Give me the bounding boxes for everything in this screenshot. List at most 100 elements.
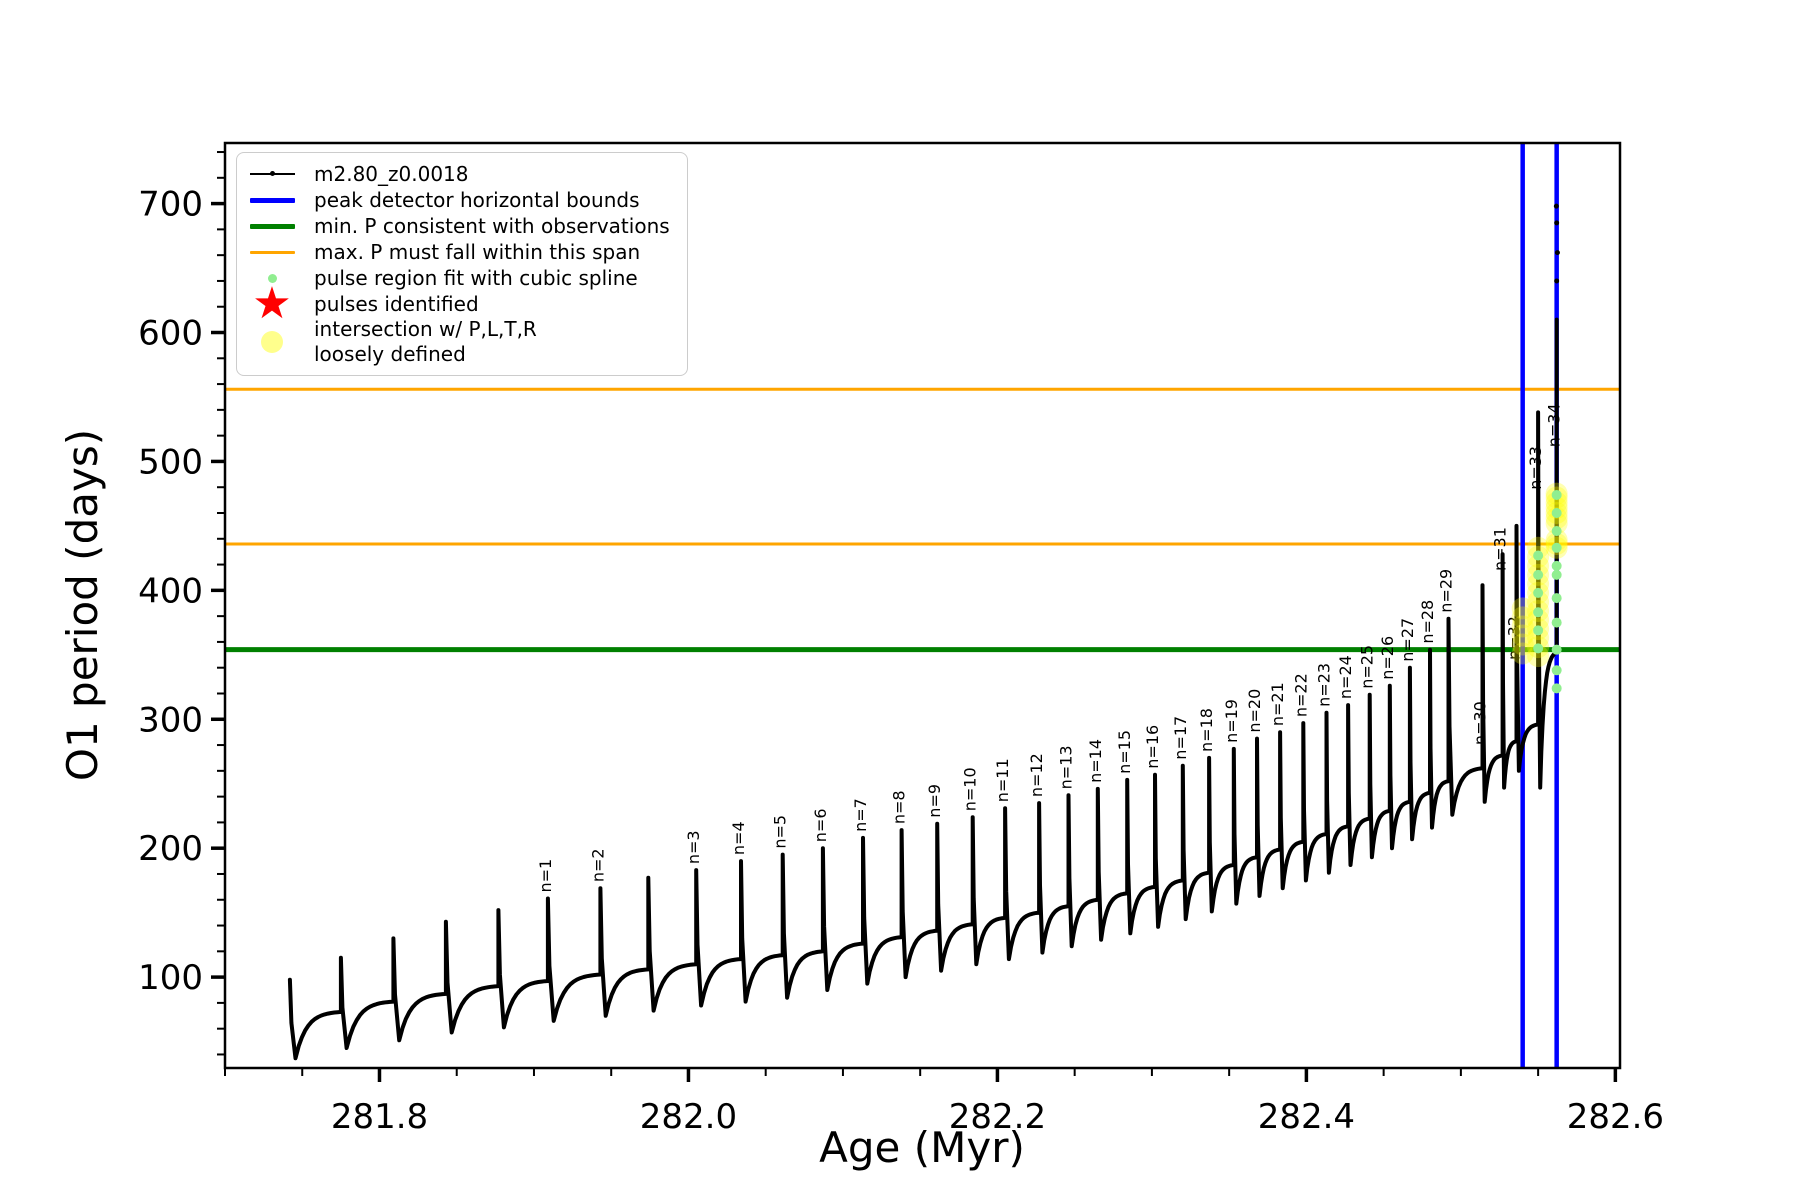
pulse-label: n=27 [1398,618,1417,662]
spline-dot [1533,607,1544,618]
spline-dot [1551,508,1562,518]
pulse-label: n=9 [925,784,944,818]
intersection-dot [1511,615,1534,638]
intersection-dot [1511,642,1534,665]
spline-dot [1551,665,1562,676]
x-tick-label: 282.6 [1567,1097,1664,1137]
spline-dot [1551,683,1562,694]
pulse-label: n=16 [1143,725,1162,769]
spline-dot [1533,643,1544,654]
legend-star-icon: ★ [252,278,292,329]
intersection-dot [1511,624,1534,647]
x-tick-label: 281.8 [331,1097,428,1137]
pulse-label: n=17 [1171,716,1190,760]
intersection-dot [1511,633,1534,656]
legend-label: pulses identified [314,291,479,316]
legend-line-icon [246,197,298,203]
pulse-label: n=12 [1027,753,1046,797]
y-tick-label: 100 [138,958,203,998]
y-tick-label: 300 [138,700,203,740]
legend-item: peak detector horizontal bounds [246,187,677,213]
y-tick-label: 600 [138,314,203,354]
legend-label: m2.80_z0.0018 [314,161,469,186]
pulse-label: n=10 [961,767,980,811]
intersection-dot [1545,512,1568,535]
intersection-dot [1527,536,1550,559]
legend-dot-icon [246,273,298,283]
pulse-label: n=28 [1418,600,1437,644]
pulse-label: n=22 [1291,673,1310,717]
x-axis-label: Age (Myr) [819,1123,1025,1172]
legend-line-icon [246,223,298,229]
intersection-dot [1545,496,1568,519]
pulse-label: n=33 [1526,446,1545,490]
legend-label: max. P must fall within this span [314,239,641,264]
legend-item: max. P must fall within this span [246,239,677,265]
pulse-label: n=25 [1358,645,1377,689]
spline-dot [1551,644,1562,655]
y-axis-label: O1 period (days) [58,429,107,781]
pulse-label: n=26 [1378,636,1397,680]
data-series-dot [1554,250,1560,256]
legend-line-icon [246,250,298,254]
pulse-label: n=3 [684,830,703,864]
pulse-label: n=21 [1268,682,1287,726]
intersection-dot [1545,507,1568,530]
intersection-dot [1511,597,1534,620]
pulse-label: n=8 [890,790,909,824]
legend-label: peak detector horizontal bounds [314,187,640,212]
pulse-label: n=23 [1314,663,1333,707]
pulse-label: n=18 [1197,708,1216,752]
data-series-dot [1554,220,1560,226]
legend-line-dot-icon [246,171,298,176]
pulse-label: n=30 [1471,701,1490,745]
spline-dot [1551,489,1562,500]
intersection-dot [1527,590,1550,613]
spline-dot [1533,625,1544,636]
pulse-label: n=34 [1545,403,1564,447]
y-tick-label: 400 [138,571,203,611]
pulse-label: n=15 [1115,730,1134,774]
x-tick-label: 282.0 [640,1097,737,1137]
spline-dot [1551,526,1562,537]
spline-dot [1533,587,1544,598]
intersection-dot [1527,572,1550,595]
pulse-label: n=7 [851,798,870,832]
pulse-label: n=1 [536,859,555,893]
spline-dot [1533,550,1544,561]
legend-label: intersection w/ P,L,T,R loosely defined [314,317,537,366]
pulse-label: n=24 [1336,655,1355,699]
spline-dot [1551,560,1562,571]
pulse-label: n=32 [1504,616,1523,660]
spline-dot [1551,593,1562,604]
intersection-dot [1527,554,1550,577]
pulse-label: n=13 [1056,745,1075,789]
data-series-dot [1554,278,1560,284]
legend-dot-icon [246,331,298,353]
legend-item: min. P consistent with observations [246,213,677,239]
intersection-dot [1545,529,1568,552]
y-tick-label: 500 [138,442,203,482]
legend: m2.80_z0.0018 peak detector horizontal bo… [236,152,688,376]
x-tick-label: 282.4 [1258,1097,1355,1137]
intersection-dot [1511,606,1534,629]
y-tick-label: 700 [138,185,203,225]
legend-item: pulse region fit with cubic spline [246,265,677,291]
pulse-label: n=19 [1222,699,1241,743]
pulse-label: n=29 [1437,569,1456,613]
pulse-label: n=11 [993,758,1012,802]
intersection-dot [1527,645,1550,668]
data-series-line [287,317,1559,1061]
axis-ticks: 281.8 282.0 282.2 282.4 282.6 100 200 300 400 500… [138,151,1664,1137]
x-tick-label: 282.2 [949,1097,1046,1137]
legend-item: m2.80_z0.0018 [246,161,677,187]
pulse-label: n=5 [771,815,790,849]
legend-label: pulse region fit with cubic spline [314,265,638,290]
pulse-label: n=6 [811,808,830,842]
pulse-label: n=31 [1491,527,1510,571]
pulse-label: n=20 [1245,689,1264,733]
plot-frame [223,141,1622,1070]
y-tick-label: 200 [138,829,203,869]
spline-dot [1551,542,1562,553]
